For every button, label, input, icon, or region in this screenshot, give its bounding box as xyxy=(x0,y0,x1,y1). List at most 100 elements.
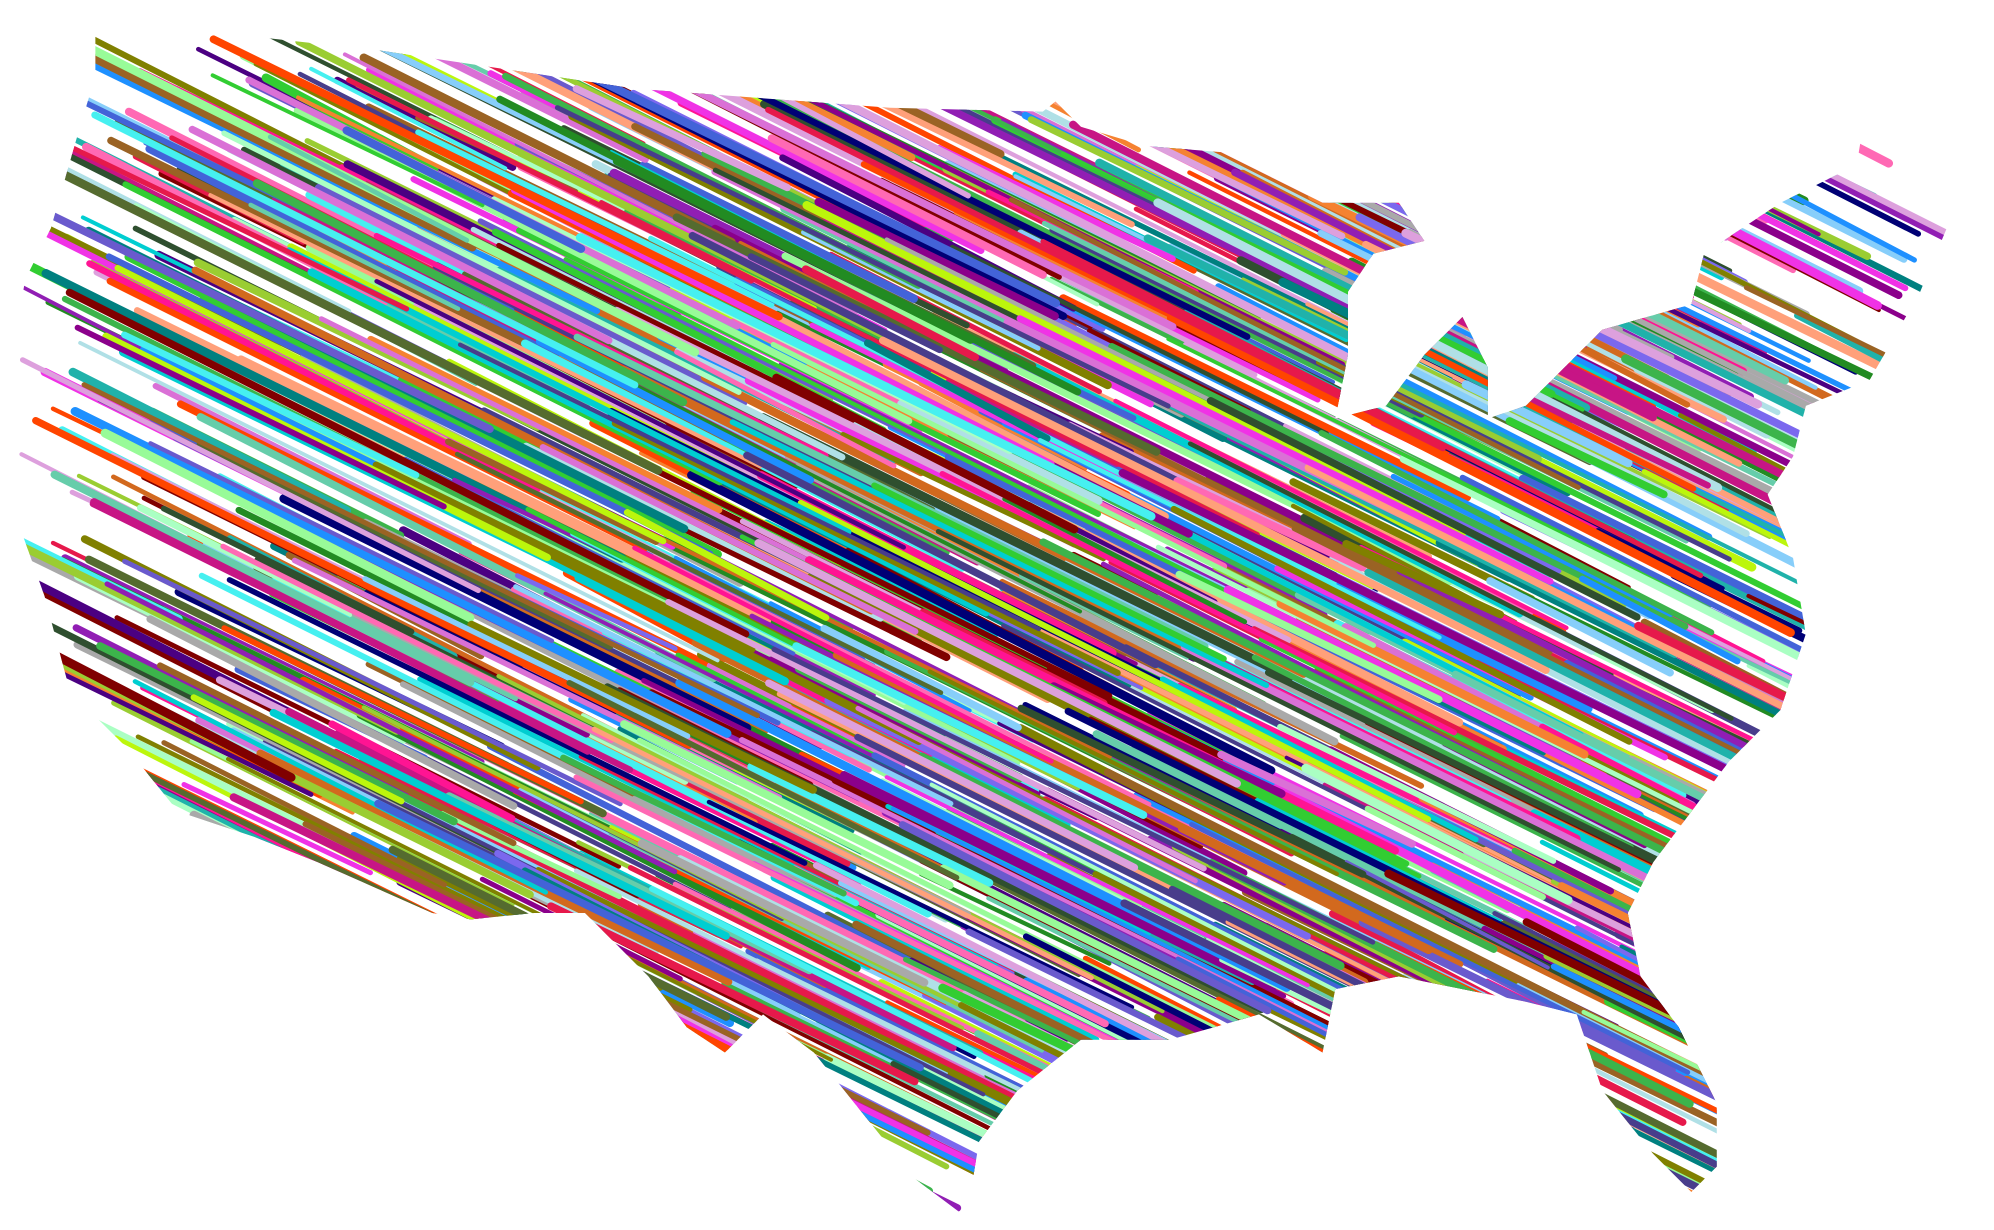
scribble-stroke xyxy=(1059,1025,1259,1135)
scribble-stroke xyxy=(454,451,944,696)
scribble-stroke xyxy=(871,482,1227,662)
scribble-stroke xyxy=(1585,126,1909,292)
scribble-stroke xyxy=(45,936,493,1159)
scribble-stroke xyxy=(54,1027,314,1164)
scribble-stroke xyxy=(636,737,1251,1048)
scribble-stroke xyxy=(496,95,1082,396)
scribble-stroke xyxy=(855,705,1198,884)
scribble-stroke xyxy=(426,947,717,1090)
scribble-stroke xyxy=(1579,575,1741,665)
scribble-stroke xyxy=(121,331,420,479)
scribble-stroke xyxy=(563,257,1242,600)
scribble-stroke xyxy=(146,615,518,810)
scribble-stroke xyxy=(314,183,748,407)
scribble-stroke xyxy=(1214,1070,1452,1194)
scribble-stroke xyxy=(1196,27,1424,139)
scribble-stroke xyxy=(1223,585,1642,799)
scribble-stroke xyxy=(50,470,475,687)
scribble-stroke xyxy=(252,179,688,407)
scribble-stroke xyxy=(1390,473,1674,618)
scribble-stroke xyxy=(408,39,649,163)
scribble-stroke xyxy=(802,201,1466,539)
scribble-stroke xyxy=(6,872,487,1113)
scribble-stroke xyxy=(277,1046,530,1176)
scribble-stroke xyxy=(427,115,625,213)
scribble-stroke xyxy=(496,242,856,423)
scribble-stroke xyxy=(1412,71,1771,251)
scribble-stroke xyxy=(78,340,720,663)
scribble-stroke xyxy=(114,264,667,545)
scribble-stroke xyxy=(1550,963,1887,1133)
scribble-stroke xyxy=(130,909,590,1145)
scribble-stroke xyxy=(623,509,830,621)
scribble-stroke xyxy=(81,382,760,718)
scribble-stroke xyxy=(1166,313,1795,637)
scribble-stroke xyxy=(65,288,750,638)
scribble-stroke xyxy=(359,53,736,247)
scribble-stroke xyxy=(160,505,415,635)
scribble-stroke xyxy=(897,399,1103,506)
scribble-stroke xyxy=(641,678,1287,999)
scribble-stroke xyxy=(1189,821,1691,1075)
scribble-stroke xyxy=(1784,834,1968,922)
scribble-stroke xyxy=(1711,1015,1955,1134)
scribble-stroke xyxy=(974,1030,1281,1190)
scribble-stroke xyxy=(1314,19,1496,93)
scribble-stroke xyxy=(132,679,549,895)
scribble-stroke xyxy=(27,910,392,1099)
scribble-stroke xyxy=(547,902,919,1086)
scribble-stroke xyxy=(325,952,678,1132)
scribble-stroke xyxy=(1225,1041,1415,1142)
scribble-stroke xyxy=(776,92,971,199)
scribble-stroke xyxy=(1410,139,1593,238)
scribble-stroke xyxy=(1108,19,1477,186)
scribble-stroke xyxy=(927,669,1339,877)
scribble-stroke xyxy=(1164,20,1468,176)
scribble-stroke xyxy=(91,111,639,389)
scribble-stroke xyxy=(767,134,1047,279)
scribble-stroke xyxy=(1490,1079,1787,1218)
scribble-stroke xyxy=(417,676,998,967)
scribble-stroke xyxy=(1442,25,1908,263)
scribble-stroke xyxy=(374,278,906,550)
scribble-stroke xyxy=(770,341,1377,648)
scribble-stroke xyxy=(801,229,1041,351)
scribble-stroke xyxy=(599,200,1260,537)
scribble-stroke xyxy=(1342,539,1505,619)
scribble-stroke xyxy=(415,129,775,308)
scribble-stroke xyxy=(1344,860,1550,970)
scribble-stroke xyxy=(765,679,1139,872)
scribble-stroke xyxy=(639,161,918,303)
scribble-stroke xyxy=(591,726,1094,981)
scribble-stroke xyxy=(535,866,1074,1133)
scribble-stroke xyxy=(115,911,489,1107)
scribble-stroke xyxy=(467,620,817,794)
scribble-stroke xyxy=(554,1050,750,1155)
scribble-stroke xyxy=(1277,723,1557,864)
scribble-stroke xyxy=(1301,763,1573,905)
scribble-stroke xyxy=(1259,1031,1614,1215)
scribble-stroke xyxy=(279,494,752,733)
scribble-stroke xyxy=(267,134,470,243)
scribble-stroke xyxy=(148,441,555,644)
scribble-stroke xyxy=(1403,973,1790,1169)
scribble-stroke xyxy=(342,126,586,253)
scribble-stroke xyxy=(15,989,268,1125)
scribble-stroke xyxy=(1206,397,1641,621)
scribble-stroke xyxy=(1587,19,1776,108)
scribble-stroke xyxy=(55,963,345,1107)
scribble-stroke xyxy=(560,754,847,897)
scribble-stroke xyxy=(1746,663,1944,768)
scribble-stroke xyxy=(70,996,426,1175)
scribble-stroke xyxy=(1017,704,1367,878)
scribble-stroke xyxy=(110,452,368,583)
scribble-stroke xyxy=(797,499,1432,823)
scribble-stroke xyxy=(1002,496,1248,625)
scribble-stroke xyxy=(988,19,1348,195)
scribble-stroke xyxy=(122,558,623,807)
scribble-stroke xyxy=(640,1105,882,1218)
scribble-stroke xyxy=(1217,750,1416,848)
scribble-stroke xyxy=(68,367,352,516)
scribble-stroke xyxy=(765,106,1446,452)
scribble-stroke xyxy=(1008,197,1581,490)
